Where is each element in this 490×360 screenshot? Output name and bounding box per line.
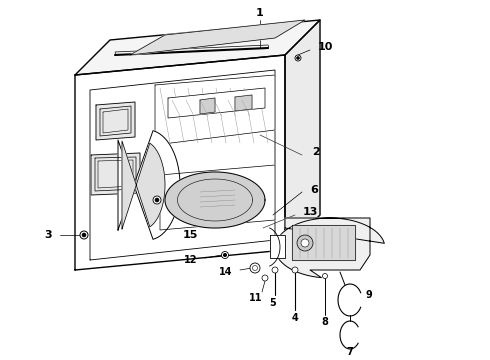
Text: 2: 2: [312, 147, 320, 157]
Polygon shape: [155, 75, 275, 145]
Polygon shape: [75, 55, 285, 270]
Circle shape: [296, 57, 299, 59]
Circle shape: [221, 252, 228, 258]
Circle shape: [292, 267, 298, 273]
Polygon shape: [275, 218, 384, 278]
Circle shape: [322, 274, 327, 279]
Polygon shape: [96, 102, 135, 140]
Circle shape: [80, 231, 88, 239]
Circle shape: [153, 196, 161, 204]
Polygon shape: [160, 165, 275, 230]
Polygon shape: [75, 20, 320, 75]
Text: 6: 6: [310, 185, 318, 195]
Text: 14: 14: [219, 267, 232, 277]
Circle shape: [252, 266, 258, 270]
Text: 8: 8: [321, 317, 328, 327]
Circle shape: [297, 235, 313, 251]
Polygon shape: [168, 88, 265, 118]
Text: 9: 9: [365, 290, 372, 300]
Circle shape: [155, 198, 159, 202]
Polygon shape: [90, 70, 275, 260]
Polygon shape: [292, 225, 355, 260]
Polygon shape: [130, 20, 305, 55]
Text: 11: 11: [249, 293, 263, 303]
Polygon shape: [235, 95, 252, 111]
Polygon shape: [165, 172, 265, 228]
Text: 7: 7: [346, 347, 353, 357]
Circle shape: [295, 55, 301, 61]
Polygon shape: [122, 141, 165, 229]
Polygon shape: [118, 131, 180, 239]
Text: 15: 15: [182, 230, 197, 240]
Text: 3: 3: [45, 230, 52, 240]
Polygon shape: [285, 20, 320, 250]
Text: 4: 4: [292, 313, 298, 323]
Text: 10: 10: [318, 42, 333, 52]
Polygon shape: [91, 153, 140, 195]
Text: 1: 1: [256, 8, 264, 18]
Circle shape: [262, 275, 268, 281]
Text: 13: 13: [303, 207, 318, 217]
Circle shape: [250, 263, 260, 273]
Polygon shape: [200, 98, 215, 114]
Text: 12: 12: [183, 255, 197, 265]
Circle shape: [301, 239, 309, 247]
Circle shape: [223, 253, 226, 257]
Polygon shape: [270, 235, 285, 258]
Text: 5: 5: [270, 298, 276, 308]
Circle shape: [272, 267, 278, 273]
Circle shape: [82, 233, 86, 237]
